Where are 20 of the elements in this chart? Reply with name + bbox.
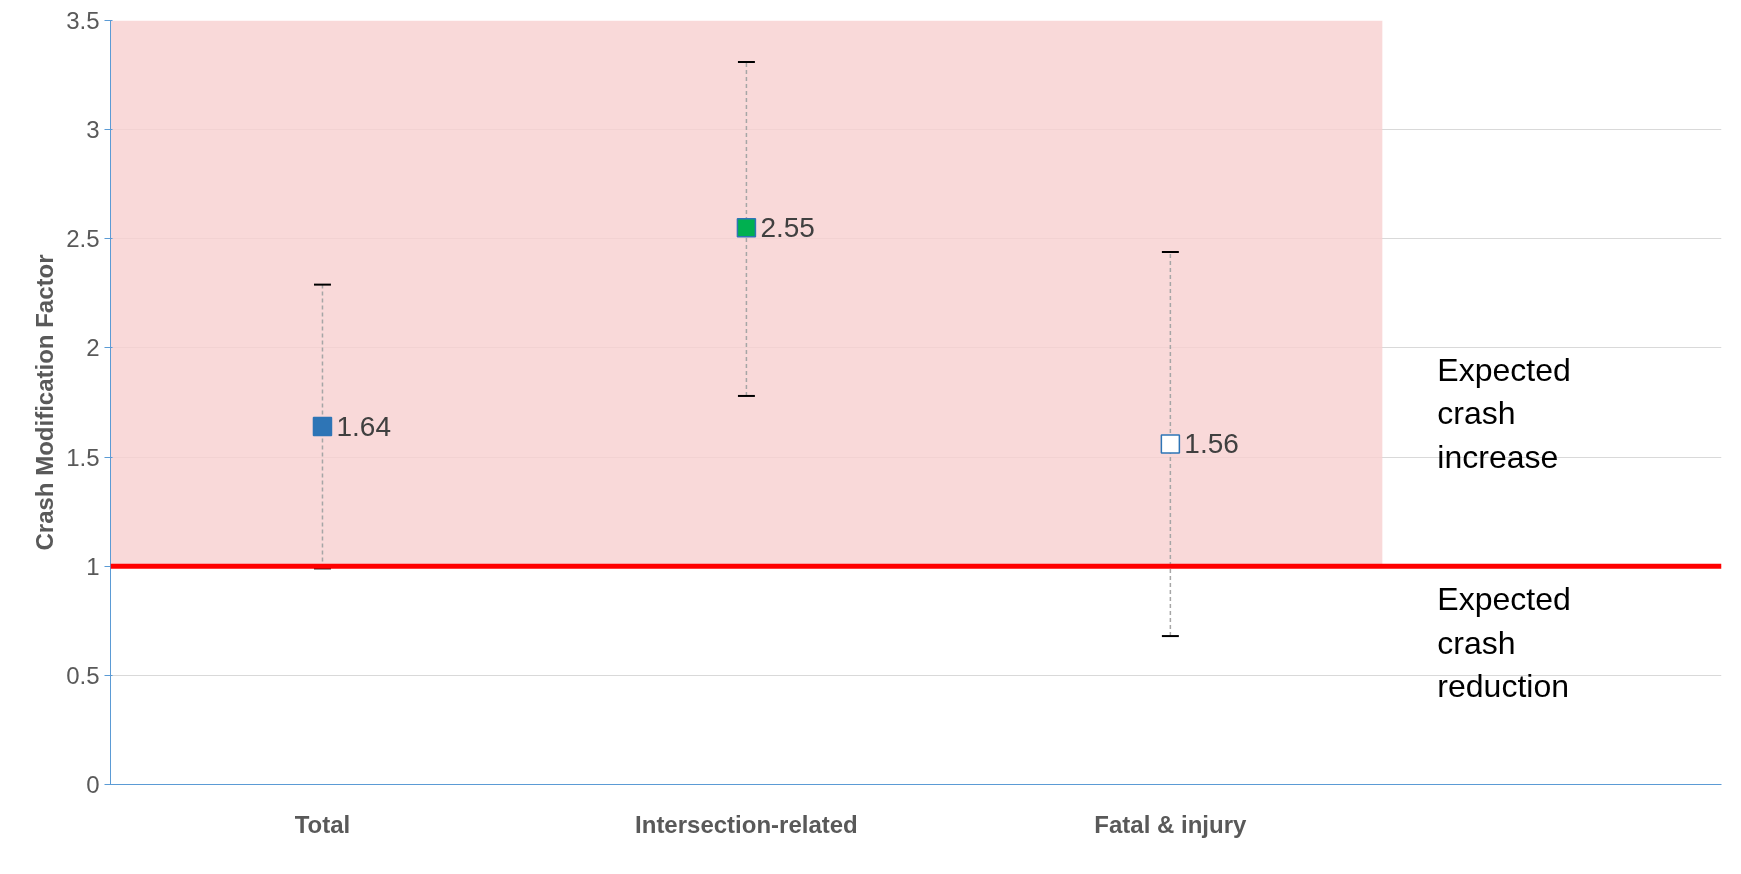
x-tick-label: Intersection-related (635, 810, 858, 838)
point (1160, 434, 1181, 454)
y-tick-label: 2 (86, 334, 100, 362)
y-tick-label: 3 (86, 116, 100, 144)
annotation: Expected crash increase (1437, 352, 1571, 475)
y-tick-label: 0 (86, 771, 100, 798)
annotation: Expected crash reduction (1437, 581, 1571, 704)
data-label: 2.55 (760, 212, 815, 244)
x-tick-label: Total (294, 810, 351, 838)
point (736, 218, 757, 238)
data-label: 1.64 (336, 411, 391, 443)
y-tick-label: 3.5 (66, 7, 100, 34)
x-tick-label: Fatal & injury (1094, 810, 1248, 838)
y-axis-title: Crash Modification Factor (31, 254, 59, 551)
y-tick-label: 2.5 (66, 225, 100, 253)
y-tick-label: 0.5 (66, 661, 100, 689)
y-tick-label: 1 (86, 552, 100, 580)
data-label: 1.56 (1184, 428, 1239, 460)
y-tick-label: 1.5 (66, 443, 100, 471)
point (312, 416, 333, 437)
